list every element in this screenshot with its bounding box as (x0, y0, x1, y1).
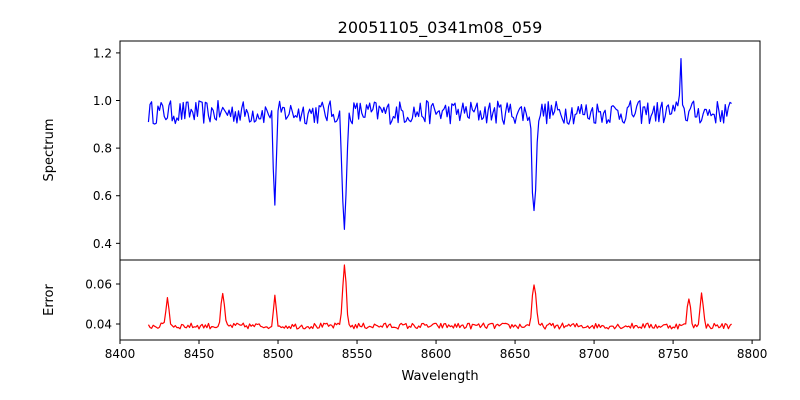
spectrum-ytick-label: 0.6 (93, 189, 112, 203)
xtick-label: 8650 (500, 347, 531, 361)
xtick-label: 8400 (105, 347, 136, 361)
xtick-label: 8450 (184, 347, 215, 361)
error-series-line (147, 264, 732, 330)
spectrum-ylabel: Spectrum (42, 119, 57, 182)
xtick-label: 8550 (342, 347, 373, 361)
spectrum-ytick-label: 1.0 (93, 94, 112, 108)
spectrum-ytick-label: 0.4 (93, 237, 112, 251)
error-axes-frame (119, 259, 761, 341)
x-axis-label: Wavelength (401, 369, 478, 384)
spectrum-series-line (147, 58, 732, 230)
xtick-label: 8600 (421, 347, 452, 361)
xtick-label: 8800 (737, 347, 768, 361)
xtick-label: 8500 (263, 347, 294, 361)
xtick-label: 8750 (658, 347, 689, 361)
error-panel: 0.04 0.06 Error (42, 259, 761, 341)
spectrum-ytick-label: 1.2 (93, 46, 112, 60)
error-ytick-label: 0.04 (85, 318, 112, 332)
error-ylabel: Error (42, 284, 57, 316)
xtick-label: 8700 (579, 347, 610, 361)
error-ytick-label: 0.06 (85, 278, 112, 292)
x-axis: 8400 8450 8500 8550 8600 8650 8700 8750 8800 (105, 340, 768, 361)
chart-title: 20051105_0341m08_059 (338, 18, 543, 38)
spectrum-ytick-label: 0.8 (93, 142, 112, 156)
